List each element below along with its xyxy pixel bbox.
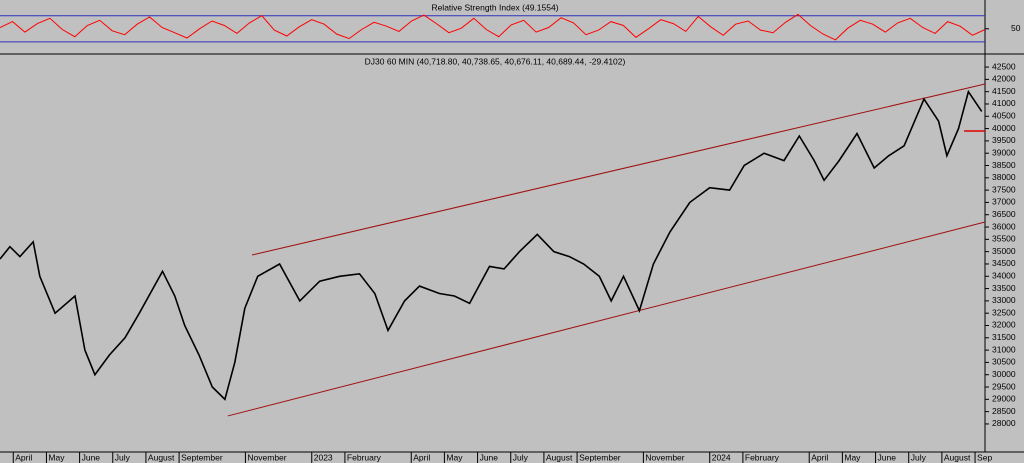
x-tick-label: April bbox=[15, 452, 32, 462]
x-tick-label: February bbox=[347, 452, 382, 462]
y-tick-label: 34500 bbox=[992, 258, 1016, 268]
y-tick-label: 29000 bbox=[992, 394, 1016, 404]
x-tick-label: August bbox=[944, 452, 971, 462]
x-tick-label: 2024 bbox=[712, 452, 731, 462]
x-tick-label: August bbox=[546, 452, 573, 462]
rsi-line bbox=[0, 13, 986, 41]
x-tick-label: February bbox=[745, 452, 780, 462]
x-tick-label: May bbox=[446, 452, 463, 462]
x-tick-label: August bbox=[148, 452, 175, 462]
y-tick-label: 31500 bbox=[992, 332, 1016, 342]
y-tick-label: 35000 bbox=[992, 246, 1016, 256]
y-tick-label: 32500 bbox=[992, 307, 1016, 317]
y-tick-label: 36500 bbox=[992, 209, 1016, 219]
y-tick-label: 33000 bbox=[992, 295, 1016, 305]
y-tick-label: 31000 bbox=[992, 344, 1016, 354]
y-tick-label: 38500 bbox=[992, 160, 1016, 170]
rsi-title: Relative Strength Index (49.1554) bbox=[431, 2, 558, 12]
y-tick-label: 50 bbox=[1011, 23, 1021, 33]
y-tick-label: 37500 bbox=[992, 184, 1016, 194]
x-tick-label: June bbox=[480, 452, 499, 462]
x-tick-label: June bbox=[878, 452, 897, 462]
y-tick-label: 28500 bbox=[992, 406, 1016, 416]
trend-line bbox=[227, 221, 986, 417]
y-tick-label: 39500 bbox=[992, 135, 1016, 145]
y-tick-label: 30000 bbox=[992, 369, 1016, 379]
x-tick-label: May bbox=[844, 452, 861, 462]
y-tick-label: 41000 bbox=[992, 98, 1016, 108]
y-tick-label: 38000 bbox=[992, 172, 1016, 182]
chart-title: DJ30 60 MIN (40,718.80, 40,738.65, 40,67… bbox=[365, 56, 626, 66]
y-tick-label: 35500 bbox=[992, 234, 1016, 244]
x-tick-label: November bbox=[645, 452, 684, 462]
x-tick-label: July bbox=[911, 452, 927, 462]
x-tick-label: September bbox=[579, 452, 621, 462]
x-tick-label: April bbox=[413, 452, 430, 462]
x-tick-label: May bbox=[48, 452, 65, 462]
y-tick-label: 40000 bbox=[992, 123, 1016, 133]
x-tick-label: June bbox=[82, 452, 101, 462]
y-tick-label: 42000 bbox=[992, 74, 1016, 84]
x-tick-label: November bbox=[247, 452, 286, 462]
y-tick-label: 29500 bbox=[992, 381, 1016, 391]
y-tick-label: 40500 bbox=[992, 111, 1016, 121]
y-tick-label: 33500 bbox=[992, 283, 1016, 293]
x-tick-label: September bbox=[181, 452, 223, 462]
y-tick-label: 37000 bbox=[992, 197, 1016, 207]
x-tick-label: April bbox=[811, 452, 828, 462]
y-tick-label: 39000 bbox=[992, 147, 1016, 157]
x-tick-label: July bbox=[115, 452, 131, 462]
x-tick-label: 2023 bbox=[314, 452, 333, 462]
trend-line bbox=[251, 83, 986, 256]
y-tick-label: 30500 bbox=[992, 357, 1016, 367]
y-tick-label: 34000 bbox=[992, 271, 1016, 281]
y-tick-label: 32000 bbox=[992, 320, 1016, 330]
y-tick-label: 28000 bbox=[992, 418, 1016, 428]
y-tick-label: 41500 bbox=[992, 86, 1016, 96]
y-tick-label: 42500 bbox=[992, 61, 1016, 71]
x-tick-label: July bbox=[513, 452, 529, 462]
x-tick-label: Sep bbox=[977, 452, 992, 462]
y-tick-label: 36000 bbox=[992, 221, 1016, 231]
price-line bbox=[0, 89, 983, 401]
